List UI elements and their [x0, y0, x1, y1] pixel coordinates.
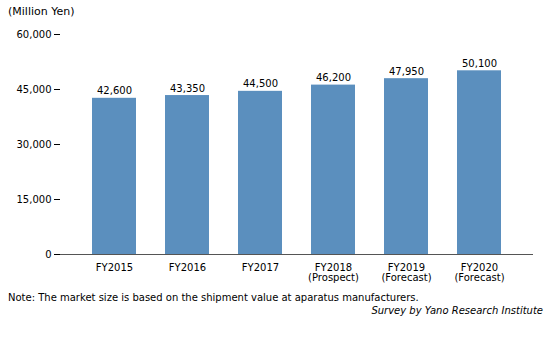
html-text:(Million Yen): (Million Yen)	[8, 5, 75, 18]
svg-text:47,950: 47,950	[389, 66, 424, 77]
svg-text:FY2020(Forecast): FY2020(Forecast)	[454, 262, 504, 283]
html-text:Survey by Yano Research Instit: Survey by Yano Research Institute	[371, 305, 543, 316]
svg-text:43,350: 43,350	[170, 83, 205, 94]
svg-text:15,000: 15,000	[17, 194, 52, 205]
svg-text:42,600: 42,600	[97, 85, 132, 96]
svg-text:FY2015: FY2015	[96, 262, 133, 273]
html-text:Note: The market size is based: Note: The market size is based on the sh…	[8, 292, 419, 303]
svg-text:FY2016: FY2016	[169, 262, 206, 273]
svg-text:44,500: 44,500	[243, 78, 278, 89]
svg-text:FY2019(Forecast): FY2019(Forecast)	[381, 262, 431, 283]
svg-text:30,000: 30,000	[17, 139, 52, 150]
svg-text:45,000: 45,000	[17, 84, 52, 95]
svg-text:50,100: 50,100	[462, 58, 497, 69]
svg-text:0: 0	[45, 249, 51, 260]
svg-text:46,200: 46,200	[316, 72, 351, 83]
svg-text:FY2018(Prospect): FY2018(Prospect)	[308, 262, 359, 283]
svg-text:FY2017: FY2017	[242, 262, 279, 273]
svg-text:60,000: 60,000	[17, 29, 52, 40]
